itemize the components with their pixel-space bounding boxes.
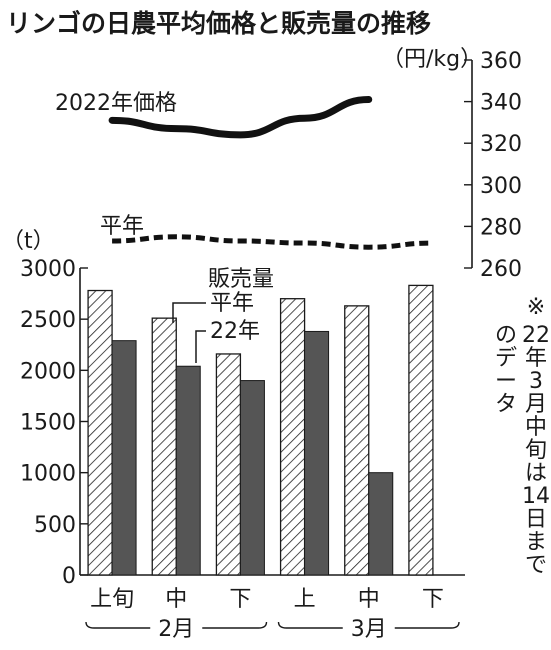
month-bracket [85,621,151,629]
chart-title: リンゴの日農平均価格と販売量の推移 [6,9,431,38]
bar-legend-normal: 平年 [210,291,254,316]
price-line-2022 [108,96,373,139]
note-char: ま [525,530,547,555]
month-label: 2月 [158,617,194,642]
month-bracket [202,621,268,629]
price-line-normal [112,234,433,250]
price-axis-tick-label: 260 [480,257,522,282]
note-char: 22 [522,323,550,348]
sales-axis: （t） 0 500 1000 1500 2000 2500 3000 [2,229,465,589]
bar-legend-leader-normal [172,302,206,323]
month-bracket [394,621,460,629]
sales-axis-tick-label: 500 [34,513,76,538]
bar-legend-title: 販売量 [208,267,274,292]
bar-2022 [239,380,265,576]
category-label: 中 [165,587,187,612]
bar-2022 [175,365,201,576]
bar-normal [408,284,434,576]
note-char: ー [495,369,517,394]
bar-normal [215,353,242,576]
bar-normal [279,298,306,576]
price-axis-tick-label: 320 [480,132,522,157]
note-char: で [525,553,547,578]
price-line-label-2022: 2022年価格 [55,91,177,116]
bar-legend: 販売量 平年 22年 [172,267,274,363]
note-char: デ [495,346,517,371]
sales-axis-tick-label: 1000 [20,462,76,487]
note-char: 日 [525,507,547,532]
category-labels: 上旬 中 下 上 中 下 [90,587,444,612]
category-label: 中 [358,587,380,612]
month-bracket [277,621,343,629]
note-char: 中 [525,415,547,440]
price-axis-tick-label: 360 [480,49,522,74]
note-char: の [495,323,517,348]
sales-axis-tick-label: 3000 [20,257,76,282]
note-mark: ※ [527,295,545,320]
category-label: 上 [294,587,316,612]
sales-axis-unit: （t） [2,229,55,254]
price-lines [108,96,433,250]
sales-axis-tick-label: 2500 [20,308,76,333]
note-char: 月 [525,392,547,417]
bars [87,284,434,576]
month-groups: 2月 3月 [85,617,460,642]
category-label: 下 [422,587,444,612]
bar-2022 [368,472,394,576]
note-char: タ [495,392,517,417]
month-label: 3月 [351,617,387,642]
sales-axis-tick-label: 2000 [20,359,76,384]
bar-normal [151,317,177,576]
bar-normal [87,289,113,576]
note-char: 旬 [525,438,547,463]
sales-axis-tick-label: 0 [62,564,76,589]
price-axis-tick-label: 280 [480,215,522,240]
price-axis-tick-label: 340 [480,91,522,116]
bar-2022 [304,330,330,576]
price-line-label-normal: 平年 [100,214,144,239]
note-char: 3 [529,369,543,394]
sales-axis-tick-label: 1500 [20,411,76,436]
bar-legend-2022: 22年 [210,319,260,344]
note-char: 14 [522,484,550,509]
price-axis-tick-label: 300 [480,174,522,199]
category-label: 下 [229,587,251,612]
note-char: 年 [525,346,547,371]
bar-legend-leader-2022 [195,330,206,363]
category-label: 上旬 [90,587,134,612]
bar-2022 [111,340,137,576]
note-char: は [525,461,547,486]
bar-normal [344,305,370,576]
